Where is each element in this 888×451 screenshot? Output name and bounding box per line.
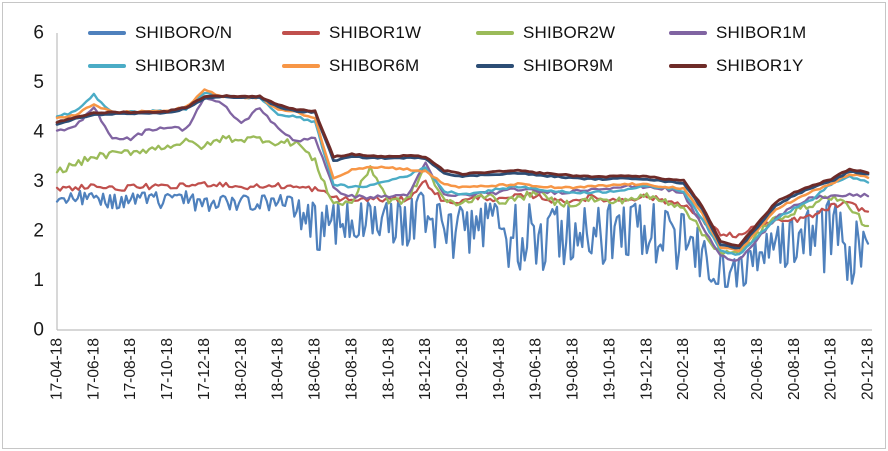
series-line-shibor6m (55, 88, 870, 253)
x-tick-label: 18-06-18 (307, 338, 324, 400)
y-tick-label: 6 (33, 23, 44, 44)
x-tick-label: 17-06-18 (85, 338, 102, 400)
series-line-shibor2w (55, 134, 870, 256)
y-tick-label: 3 (33, 171, 44, 192)
series-line-shiboron (55, 189, 870, 288)
x-tick-label: 19-08-18 (565, 338, 582, 400)
x-tick-label: 20-08-18 (786, 338, 803, 400)
x-tick-label: 18-10-18 (380, 338, 397, 400)
x-tick-label: 18-04-18 (270, 338, 287, 400)
x-tick-label: 19-10-18 (601, 338, 618, 400)
series-line-shibor1w (55, 179, 870, 239)
x-tick-label: 20-10-18 (823, 338, 840, 400)
x-tick-label: 18-08-18 (343, 338, 360, 400)
y-tick-label: 0 (33, 320, 44, 341)
x-tick-label: 19-12-18 (638, 338, 655, 400)
y-tick-label: 1 (33, 270, 44, 291)
x-tick-label: 19-06-18 (528, 338, 545, 400)
x-tick-label: 20-02-18 (675, 338, 692, 400)
y-tick-label: 4 (33, 122, 44, 143)
y-tick-label: 2 (33, 221, 44, 242)
x-tick-label: 18-12-18 (417, 338, 434, 400)
x-tick-label: 20-12-18 (860, 338, 877, 400)
y-tick-label: 5 (33, 72, 44, 93)
x-tick-label: 17-08-18 (122, 338, 139, 400)
series-line-shibor9m (55, 95, 870, 250)
x-tick-label: 18-02-18 (233, 338, 250, 400)
x-tick-label: 19-04-18 (491, 338, 508, 400)
x-tick-label: 20-04-18 (712, 338, 729, 400)
x-tick-label: 19-02-18 (454, 338, 471, 400)
x-tick-label: 17-04-18 (49, 338, 66, 400)
series-line-shibor1y (55, 94, 870, 248)
x-tick-label: 20-06-18 (749, 338, 766, 400)
x-tick-label: 17-10-18 (159, 338, 176, 400)
x-tick-label: 17-12-18 (196, 338, 213, 400)
